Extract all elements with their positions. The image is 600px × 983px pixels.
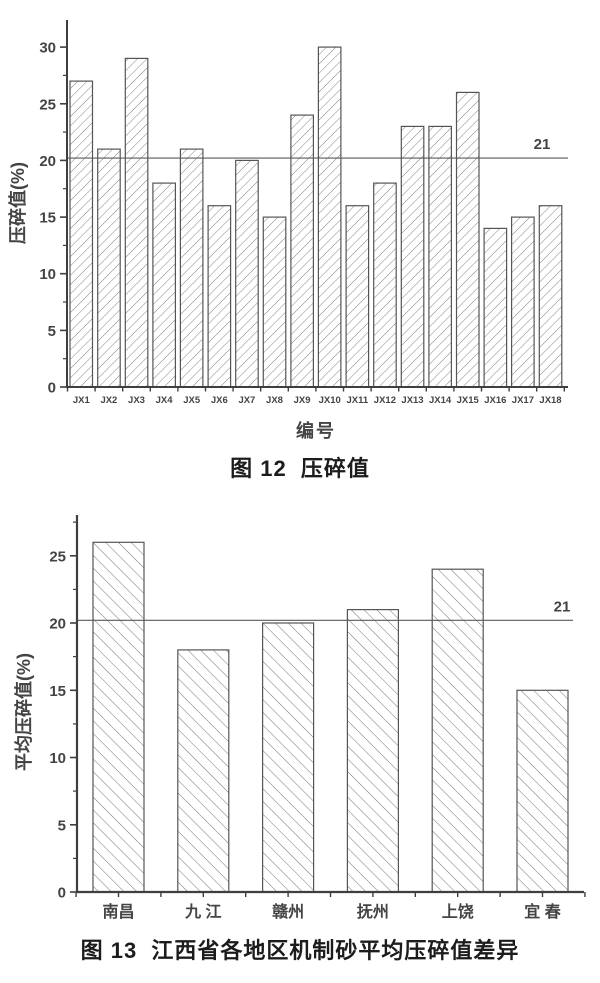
bar-JX7 xyxy=(235,159,259,388)
bar-上饶 xyxy=(431,568,484,893)
x-tick-label: JX9 xyxy=(294,395,311,406)
y-tick-label: 10 xyxy=(39,266,56,283)
bar-JX14 xyxy=(428,125,452,388)
bar-抚州 xyxy=(346,608,399,893)
x-tick-label: JX11 xyxy=(346,395,368,406)
bar-JX1 xyxy=(69,80,94,388)
x-tick-label: JX18 xyxy=(539,395,561,406)
average-crushing-value-bar-chart: 南昌 九 江 赣州 抚州 上饶 宜 春 21 0 5 10 15 20 25 平均压碎值(%) xyxy=(13,515,586,921)
figure-13-caption: 图 13 江西省各地区机制砂平均压碎值差异 xyxy=(80,938,520,963)
x-axis-title: 编号 xyxy=(296,420,336,441)
bar-JX18 xyxy=(538,205,563,388)
bar-JX5 xyxy=(179,148,204,388)
x-tick-label: JX6 xyxy=(211,395,228,406)
x-tick-label: JX14 xyxy=(429,395,452,406)
bar-JX8 xyxy=(262,216,287,388)
reference-line-label: 21 xyxy=(534,136,551,153)
x-tick-label: JX8 xyxy=(266,395,283,406)
bar-JX4 xyxy=(152,182,176,388)
y-tick-label: 5 xyxy=(58,817,66,834)
y-tick-label: 30 xyxy=(39,40,56,57)
y-tick-label: 25 xyxy=(39,96,56,113)
x-tick-label: JX1 xyxy=(73,395,91,406)
bar-JX3 xyxy=(124,57,149,388)
figure-12-caption: 图 12 压碎值 xyxy=(230,456,370,481)
bar-JX13 xyxy=(400,125,425,388)
x-tick-label: JX3 xyxy=(128,395,145,406)
bar-JX9 xyxy=(290,114,314,388)
x-tick-label: JX16 xyxy=(484,395,506,406)
x-tick-label: 抚州 xyxy=(357,902,389,921)
x-tick-label: 赣州 xyxy=(272,902,304,921)
y-axis-title: 平均压碎值(%) xyxy=(13,653,34,771)
bar-JX16 xyxy=(483,227,508,388)
y-tick-label: 20 xyxy=(39,153,56,170)
bar-南昌 xyxy=(92,541,145,893)
x-tick-label: JX5 xyxy=(183,395,201,406)
x-tick-label: 南昌 xyxy=(102,902,134,921)
crushing-value-bar-chart: JX1 JX2 JX3 JX4 JX5 JX6 JX7 JX8 JX9 JX10 JX11 JX12 J… xyxy=(7,20,568,441)
bar-JX15 xyxy=(455,91,480,388)
x-tick-label: 上饶 xyxy=(442,902,474,921)
x-tick-label: JX13 xyxy=(401,395,423,406)
y-tick-label: 20 xyxy=(49,616,66,633)
y-tick-label: 10 xyxy=(49,750,66,767)
y-tick-label: 5 xyxy=(48,323,56,340)
axes xyxy=(75,515,584,894)
bar-九江 xyxy=(177,649,230,893)
x-tick-label: JX2 xyxy=(100,395,117,406)
bar-JX2 xyxy=(97,148,121,388)
y-tick-label: 0 xyxy=(58,885,66,902)
x-tick-label: JX12 xyxy=(374,395,396,406)
bar-JX12 xyxy=(373,182,397,388)
x-tick-label: JX7 xyxy=(238,395,255,406)
y-tick-label: 15 xyxy=(39,210,56,227)
y-tick-label: 25 xyxy=(49,548,66,565)
bars: JX1 JX2 JX3 JX4 JX5 JX6 JX7 JX8 JX9 JX10 JX11 JX12 J… xyxy=(69,46,563,406)
bar-赣州 xyxy=(262,622,315,893)
bar-JX17 xyxy=(511,216,535,388)
y-tick-label: 15 xyxy=(49,683,66,700)
y-axis-title: 压碎值(%) xyxy=(7,162,28,244)
reference-line-label: 21 xyxy=(554,598,571,615)
bar-JX11 xyxy=(345,205,370,388)
x-tick-label: JX17 xyxy=(512,395,534,406)
x-tick-label: JX10 xyxy=(319,395,341,406)
x-tick-label: JX4 xyxy=(156,395,174,406)
x-tick-label: 宜 春 xyxy=(524,902,561,921)
bar-JX6 xyxy=(207,205,232,388)
x-tick-label: 九 江 xyxy=(184,903,221,921)
bar-宜春 xyxy=(516,689,569,893)
bars: 南昌 九 江 赣州 抚州 上饶 宜 春 xyxy=(92,541,569,921)
x-tick-label: JX15 xyxy=(457,395,480,406)
bar-JX10 xyxy=(317,46,342,388)
y-tick-label: 0 xyxy=(48,380,56,397)
